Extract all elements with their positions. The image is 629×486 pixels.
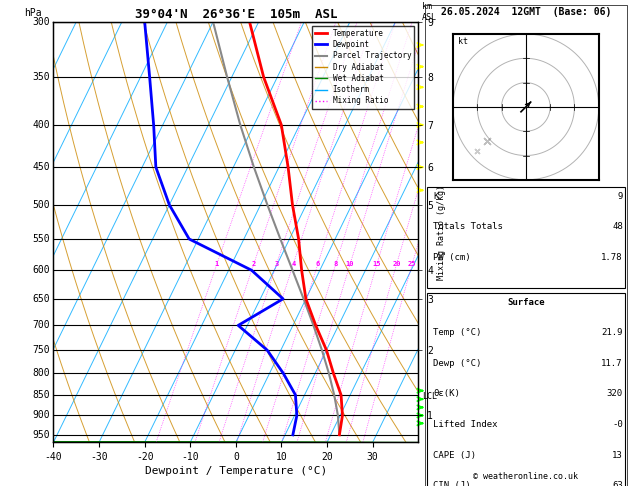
Text: 1.78: 1.78 <box>601 253 623 262</box>
Text: LCL: LCL <box>422 392 437 401</box>
Text: K: K <box>433 191 438 201</box>
Text: 850: 850 <box>32 390 50 400</box>
Text: CIN (J): CIN (J) <box>433 481 470 486</box>
Text: 21.9: 21.9 <box>601 328 623 337</box>
Text: kt: kt <box>458 37 468 46</box>
Text: 350: 350 <box>32 72 50 82</box>
Text: -0: -0 <box>612 420 623 429</box>
Text: Mixing Ratio (g/kg): Mixing Ratio (g/kg) <box>438 185 447 279</box>
Text: km
ASL: km ASL <box>422 2 437 22</box>
Bar <box>427 187 625 288</box>
Text: 20: 20 <box>392 261 401 267</box>
Text: 63: 63 <box>612 481 623 486</box>
Legend: Temperature, Dewpoint, Parcel Trajectory, Dry Adiabat, Wet Adiabat, Isotherm, Mi: Temperature, Dewpoint, Parcel Trajectory… <box>312 26 415 108</box>
Text: 700: 700 <box>32 320 50 330</box>
Text: 550: 550 <box>32 234 50 244</box>
Text: © weatheronline.co.uk: © weatheronline.co.uk <box>474 472 578 481</box>
Text: hPa: hPa <box>25 8 42 17</box>
Text: 48: 48 <box>612 222 623 231</box>
Text: 10: 10 <box>346 261 354 267</box>
Text: Surface: Surface <box>507 297 545 307</box>
Text: Temp (°C): Temp (°C) <box>433 328 481 337</box>
Text: 2: 2 <box>252 261 256 267</box>
Text: 450: 450 <box>32 162 50 172</box>
Text: 15: 15 <box>373 261 381 267</box>
Text: 750: 750 <box>32 345 50 355</box>
Text: 320: 320 <box>607 389 623 399</box>
X-axis label: Dewpoint / Temperature (°C): Dewpoint / Temperature (°C) <box>145 466 327 476</box>
Text: 650: 650 <box>32 294 50 304</box>
Text: 13: 13 <box>612 451 623 460</box>
Text: Totals Totals: Totals Totals <box>433 222 503 231</box>
Text: 4: 4 <box>291 261 296 267</box>
Text: 11.7: 11.7 <box>601 359 623 368</box>
Text: 950: 950 <box>32 430 50 440</box>
Text: Lifted Index: Lifted Index <box>433 420 498 429</box>
Text: 500: 500 <box>32 200 50 210</box>
Bar <box>427 293 625 486</box>
Text: 25: 25 <box>408 261 416 267</box>
Text: 300: 300 <box>32 17 50 27</box>
Title: 39°04'N  26°36'E  105m  ASL: 39°04'N 26°36'E 105m ASL <box>135 8 337 21</box>
Text: 400: 400 <box>32 120 50 130</box>
Text: PW (cm): PW (cm) <box>433 253 470 262</box>
Text: 800: 800 <box>32 368 50 378</box>
Text: 26.05.2024  12GMT  (Base: 06): 26.05.2024 12GMT (Base: 06) <box>441 7 611 17</box>
Text: 8: 8 <box>333 261 338 267</box>
Text: 1: 1 <box>214 261 219 267</box>
Text: 9: 9 <box>618 191 623 201</box>
Text: CAPE (J): CAPE (J) <box>433 451 476 460</box>
Text: 600: 600 <box>32 265 50 275</box>
Text: θε(K): θε(K) <box>433 389 460 399</box>
Text: 900: 900 <box>32 411 50 420</box>
Text: Dewp (°C): Dewp (°C) <box>433 359 481 368</box>
Text: 3: 3 <box>274 261 279 267</box>
Text: 6: 6 <box>316 261 320 267</box>
